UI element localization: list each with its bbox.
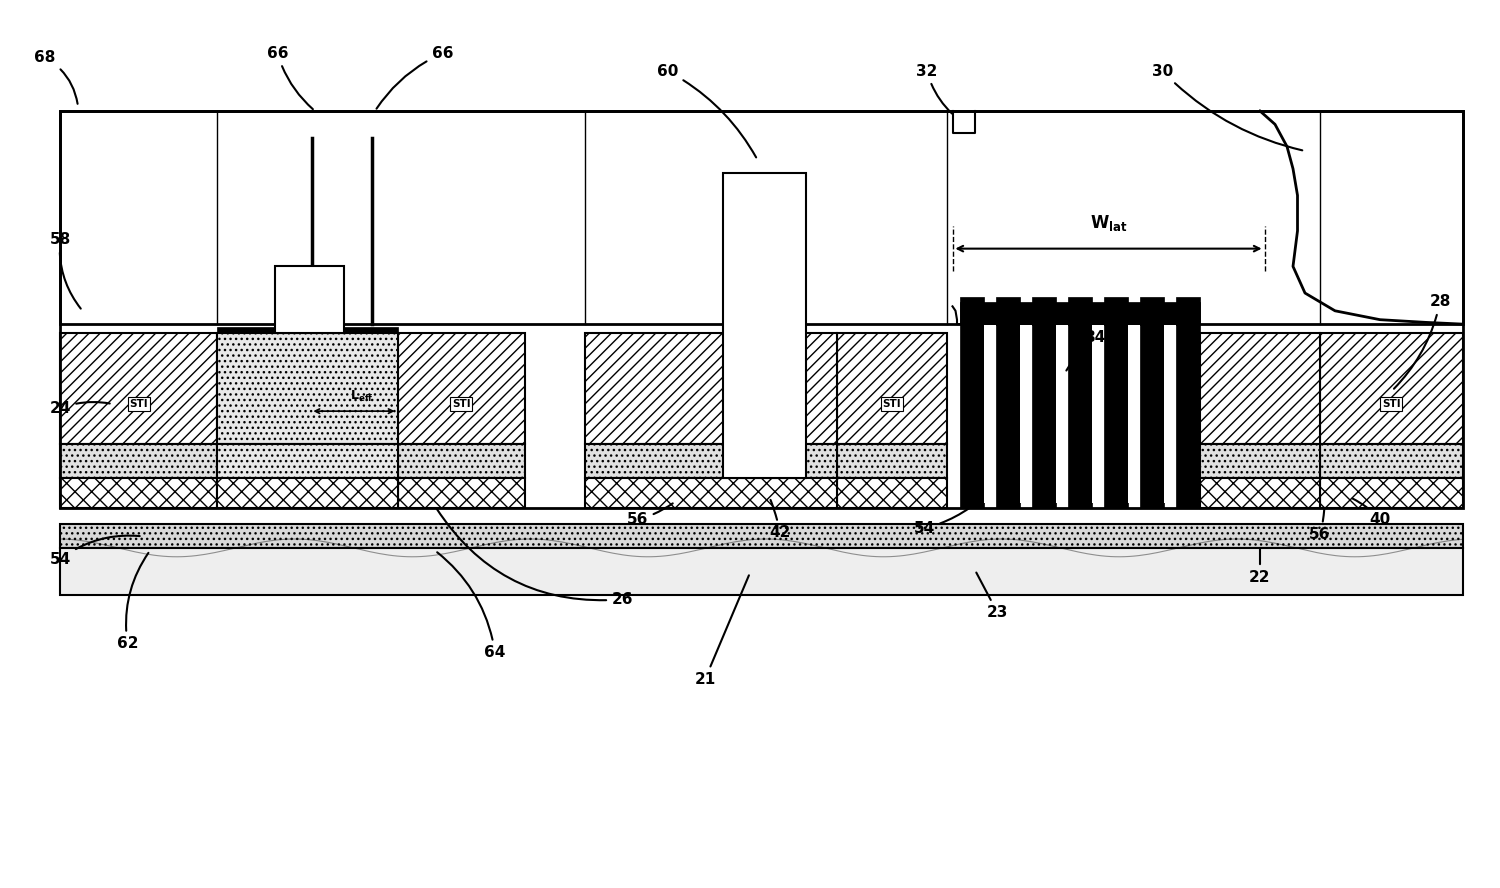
Bar [585, 444, 837, 478]
Bar [837, 444, 946, 478]
Text: $\mathbf{L_{eff}}$: $\mathbf{L_{eff}}$ [350, 389, 374, 404]
Text: 60: 60 [657, 64, 756, 157]
Text: STI: STI [452, 399, 471, 409]
Bar [1128, 325, 1140, 503]
Bar [60, 111, 1462, 324]
Bar [60, 444, 217, 478]
Bar [217, 327, 398, 333]
Text: 58: 58 [50, 233, 81, 309]
Bar [217, 444, 398, 478]
Bar [837, 478, 946, 508]
Bar [398, 478, 525, 508]
Bar [60, 111, 1462, 508]
Bar [60, 524, 1462, 548]
Bar [1320, 444, 1462, 478]
Bar [1056, 325, 1068, 503]
Bar [1092, 325, 1104, 503]
Text: $\mathbf{W_{lat}}$: $\mathbf{W_{lat}}$ [1089, 212, 1128, 233]
Bar [1200, 478, 1320, 508]
Text: 54: 54 [914, 508, 969, 535]
Bar [274, 266, 344, 333]
Bar [1320, 333, 1462, 444]
Bar [1176, 297, 1200, 508]
Text: 30: 30 [1152, 64, 1302, 150]
Text: 84: 84 [1066, 330, 1106, 370]
Bar [1032, 297, 1056, 508]
Text: STI: STI [129, 399, 149, 409]
Bar [960, 302, 1200, 324]
Bar [1200, 333, 1320, 444]
Text: 54: 54 [50, 535, 140, 567]
Bar [837, 333, 946, 444]
Bar [585, 333, 837, 444]
Text: 22: 22 [1250, 549, 1270, 584]
Bar [60, 333, 217, 444]
Bar [1020, 325, 1032, 503]
Bar [1104, 297, 1128, 508]
Bar [585, 478, 837, 508]
Text: STI: STI [882, 399, 902, 409]
Text: 32: 32 [916, 64, 952, 114]
Text: 28: 28 [1394, 295, 1450, 389]
Text: 66: 66 [267, 46, 314, 109]
Text: 24: 24 [50, 401, 110, 416]
Bar [217, 478, 398, 508]
Text: 66: 66 [376, 46, 453, 108]
Text: 42: 42 [770, 500, 790, 540]
Text: 62: 62 [117, 553, 148, 651]
Text: 26: 26 [436, 509, 633, 607]
Bar [984, 325, 996, 503]
Bar [1200, 444, 1320, 478]
Bar [723, 173, 806, 478]
Text: 64: 64 [436, 552, 506, 660]
Bar [996, 297, 1020, 508]
Text: 40: 40 [1353, 498, 1390, 527]
Bar [1164, 325, 1176, 503]
Bar [1140, 297, 1164, 508]
Bar [398, 333, 525, 444]
Bar [960, 297, 984, 508]
Text: 56: 56 [1310, 509, 1330, 542]
Text: 68: 68 [34, 51, 78, 104]
Text: 21: 21 [694, 575, 748, 686]
Bar [60, 478, 217, 508]
Bar [398, 444, 525, 478]
Bar [1320, 478, 1462, 508]
Text: STI: STI [1382, 399, 1401, 409]
Bar [60, 548, 1462, 595]
Text: 56: 56 [627, 503, 674, 527]
Text: 23: 23 [976, 573, 1008, 620]
Bar [217, 333, 398, 444]
Bar [1068, 297, 1092, 508]
